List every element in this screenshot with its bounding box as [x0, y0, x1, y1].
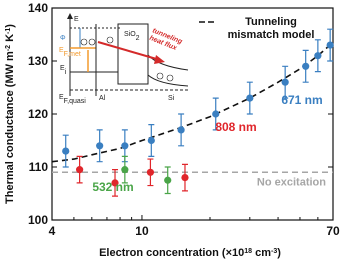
series-label: 808 nm	[215, 120, 256, 134]
data-point	[62, 147, 70, 155]
y-axis-label: Thermal conductance (MW m-2 K-1)	[4, 24, 16, 204]
label-part: )	[4, 24, 16, 28]
data-point	[181, 174, 189, 182]
y-tick-label: 110	[29, 160, 49, 174]
phi-label: Φ	[60, 35, 66, 42]
label-part: 2	[136, 35, 140, 42]
quasi-fermi-label: EF,quasi	[59, 94, 86, 105]
label-part: Electron concentration (×10	[99, 247, 244, 259]
label-part: K	[4, 34, 16, 45]
energy-label: E	[74, 16, 79, 23]
data-point	[147, 136, 155, 145]
oxide-barrier	[117, 23, 149, 85]
flux-arrow-head	[154, 55, 165, 64]
y-tick-label: 120	[28, 107, 48, 121]
label-part: -1	[5, 28, 12, 34]
legend-line: mismatch model	[228, 29, 315, 41]
electron	[166, 74, 174, 82]
data-point	[281, 78, 289, 86]
series-label: 671 nm	[281, 93, 322, 107]
data-point	[212, 110, 220, 118]
electron	[156, 72, 164, 80]
data-point	[246, 94, 254, 102]
semiconductor-label: Si	[168, 95, 175, 102]
data-point	[121, 142, 129, 150]
legend-line: Tunneling	[245, 16, 297, 28]
data-point	[314, 52, 322, 60]
data-point	[302, 62, 310, 70]
y-tick-label: 140	[28, 1, 48, 15]
x-tick-label: 10	[135, 224, 149, 238]
data-point	[164, 176, 172, 184]
y-tick-label: 100	[28, 213, 48, 227]
data-point	[96, 142, 104, 150]
label-part: -2	[5, 45, 12, 51]
label-part: i	[65, 69, 67, 76]
label-part: )	[277, 247, 281, 259]
electron	[80, 38, 88, 46]
intrinsic-label: Ei	[60, 65, 67, 76]
inset-diagram: E Φ EF,met SiO2 Ei EF,quasi tunnelinghea…	[57, 9, 191, 105]
data-point	[121, 166, 129, 174]
label-part: F,quasi	[64, 98, 87, 105]
label-part: 18	[244, 248, 252, 255]
metal-label: Al	[99, 95, 106, 102]
electron	[88, 38, 96, 46]
label-part: Thermal conductance (MW m	[4, 51, 16, 204]
label-part: E	[59, 47, 64, 54]
label-part: cm	[252, 247, 271, 259]
legend-label: Tunneling mismatch model	[228, 16, 315, 41]
series-label: 532 nm	[92, 180, 133, 194]
label-part: F,met	[64, 51, 81, 58]
data-point	[177, 126, 185, 134]
label-part: E	[60, 65, 65, 72]
y-tick-label: 130	[28, 54, 48, 68]
valence-band	[147, 74, 189, 87]
label-part: E	[59, 94, 64, 101]
x-axis-label: Electron concentration (×1018 cm-3)	[99, 247, 281, 259]
data-point	[146, 168, 155, 176]
fermi-metal-label: EF,met	[59, 47, 81, 58]
electron	[106, 36, 114, 44]
label-part: -3	[271, 248, 277, 255]
x-tick-label: 70	[326, 224, 340, 238]
data-point	[111, 179, 119, 187]
oxide-label: SiO2	[124, 31, 140, 42]
x-tick-label: 4	[49, 224, 56, 238]
label-part: SiO	[124, 31, 136, 38]
flux-arrow	[97, 41, 161, 61]
arrow-head	[67, 13, 73, 19]
baseline-label: No excitation	[257, 176, 326, 188]
data-point	[326, 41, 334, 49]
data-point	[76, 166, 84, 174]
